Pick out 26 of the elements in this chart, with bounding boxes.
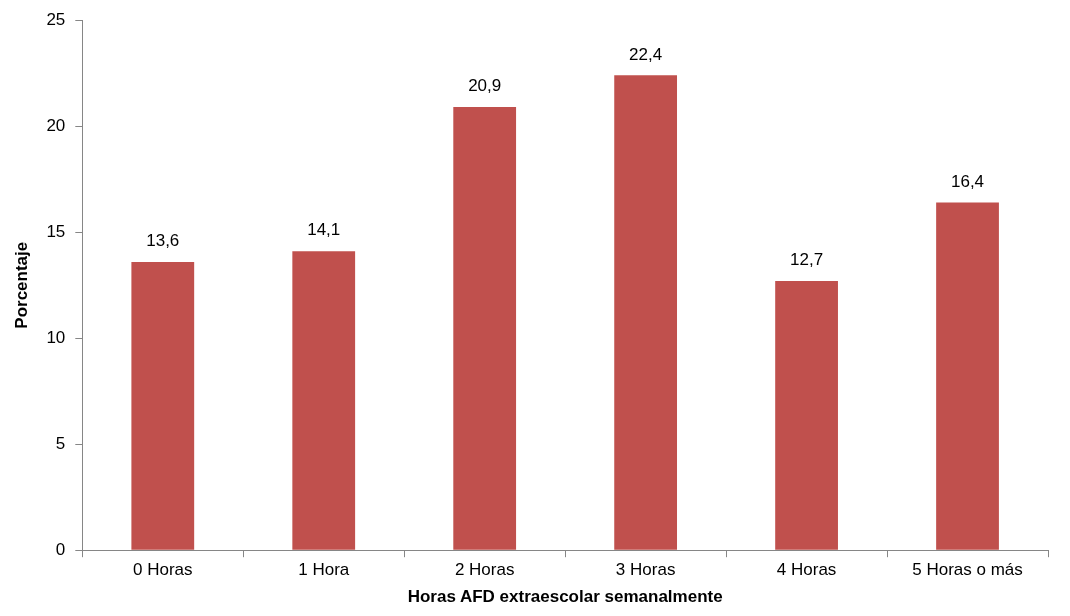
bar (453, 107, 517, 550)
y-tick-label: 20 (46, 115, 66, 135)
y-axis-title: Porcentaje (11, 241, 31, 329)
x-axis-title: Horas AFD extraescolar semanalmente (407, 587, 723, 607)
y-tick-label: 25 (46, 9, 66, 29)
bar (936, 202, 999, 550)
data-label: 12,7 (790, 250, 824, 270)
x-tick-label: 1 Hora (298, 560, 350, 580)
x-tick-label: 0 Horas (133, 560, 193, 580)
data-label: 13,6 (146, 231, 180, 251)
bar (775, 280, 838, 550)
x-tick-label: 3 Horas (615, 560, 676, 580)
bar (614, 75, 678, 550)
bar (131, 261, 195, 550)
x-tick-label: 2 Horas (454, 560, 515, 580)
data-label: 14,1 (307, 220, 341, 240)
data-label: 22,4 (629, 44, 663, 64)
y-tick-label: 5 (55, 433, 66, 453)
y-tick-label: 15 (46, 221, 66, 241)
data-label: 16,4 (950, 171, 985, 191)
y-tick-label: 0 (55, 539, 66, 559)
bar (292, 251, 356, 550)
data-label: 20,9 (468, 76, 502, 96)
y-tick-label: 10 (46, 327, 66, 347)
x-tick-label: 5 Horas o más (912, 560, 1023, 580)
x-tick-label: 4 Horas (776, 560, 837, 580)
